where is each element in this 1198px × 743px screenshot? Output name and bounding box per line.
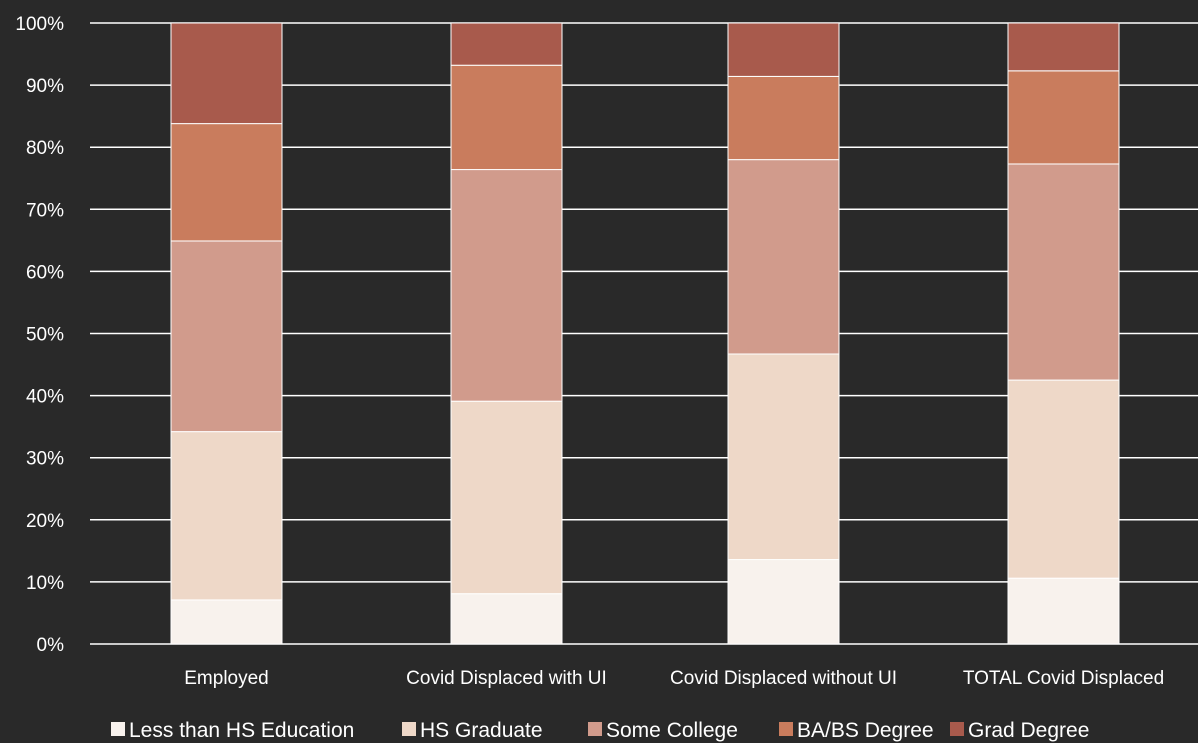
legend: Less than HS Education HS Graduate Some Co…	[111, 719, 1089, 742]
bar-segment	[450, 593, 563, 645]
bar-segment	[170, 599, 283, 645]
y-tick-label: 60%	[26, 262, 64, 283]
y-tick-label: 80%	[26, 138, 64, 159]
legend-label: BA/BS Degree	[797, 719, 934, 742]
x-axis-labels: Employed Covid Displaced with UI Covid Dis…	[184, 668, 1164, 689]
y-tick-label: 50%	[26, 325, 64, 346]
legend-item: Less than HS Education	[111, 719, 354, 742]
y-tick-label: 20%	[26, 511, 64, 532]
bar-segment	[450, 64, 563, 171]
legend-item: BA/BS Degree	[779, 719, 934, 742]
bar-stack	[450, 22, 563, 645]
legend-item: Some College	[588, 719, 738, 742]
y-tick-label: 0%	[37, 635, 65, 656]
legend-label: Some College	[606, 719, 738, 742]
bar-segment	[727, 75, 840, 161]
x-category-label: Covid Displaced with UI	[406, 668, 607, 689]
legend-label: HS Graduate	[420, 719, 543, 742]
y-tick-label: 100%	[15, 14, 64, 35]
legend-item: Grad Degree	[950, 719, 1089, 742]
bar-segment	[450, 400, 563, 595]
legend-swatch	[950, 722, 964, 736]
bar-segment	[1007, 379, 1120, 579]
bar-segment	[170, 431, 283, 601]
legend-item: HS Graduate	[402, 719, 543, 742]
legend-swatch	[111, 722, 125, 736]
y-tick-label: 90%	[26, 76, 64, 97]
bar-stack	[727, 22, 840, 645]
bar-segment	[727, 159, 840, 355]
bar-segment	[1007, 22, 1120, 72]
y-tick-label: 70%	[26, 200, 64, 221]
bars	[170, 22, 1120, 645]
bar-segment	[727, 559, 840, 645]
legend-swatch	[779, 722, 793, 736]
bar-stack	[170, 22, 283, 645]
bar-segment	[727, 353, 840, 561]
bar-segment	[450, 169, 563, 402]
legend-swatch	[588, 722, 602, 736]
legend-label: Less than HS Education	[129, 719, 354, 742]
bar-segment	[727, 22, 840, 77]
bar-segment	[1007, 70, 1120, 165]
bar-segment	[1007, 163, 1120, 381]
bar-segment	[170, 240, 283, 433]
x-category-label: TOTAL Covid Displaced	[963, 668, 1164, 689]
bar-stack	[1007, 22, 1120, 645]
y-tick-label: 40%	[26, 387, 64, 408]
y-axis-ticks: 0% 10% 20% 30% 40% 50% 60% 70% 80% 90% 100%	[15, 14, 64, 656]
bar-segment	[170, 123, 283, 242]
bar-segment	[450, 22, 563, 66]
bar-segment	[170, 22, 283, 125]
legend-label: Grad Degree	[968, 719, 1089, 742]
y-tick-label: 10%	[26, 573, 64, 594]
bar-segment	[1007, 577, 1120, 645]
x-category-label: Covid Displaced without UI	[670, 668, 897, 689]
legend-swatch	[402, 722, 416, 736]
y-tick-label: 30%	[26, 449, 64, 470]
x-category-label: Employed	[184, 668, 269, 689]
